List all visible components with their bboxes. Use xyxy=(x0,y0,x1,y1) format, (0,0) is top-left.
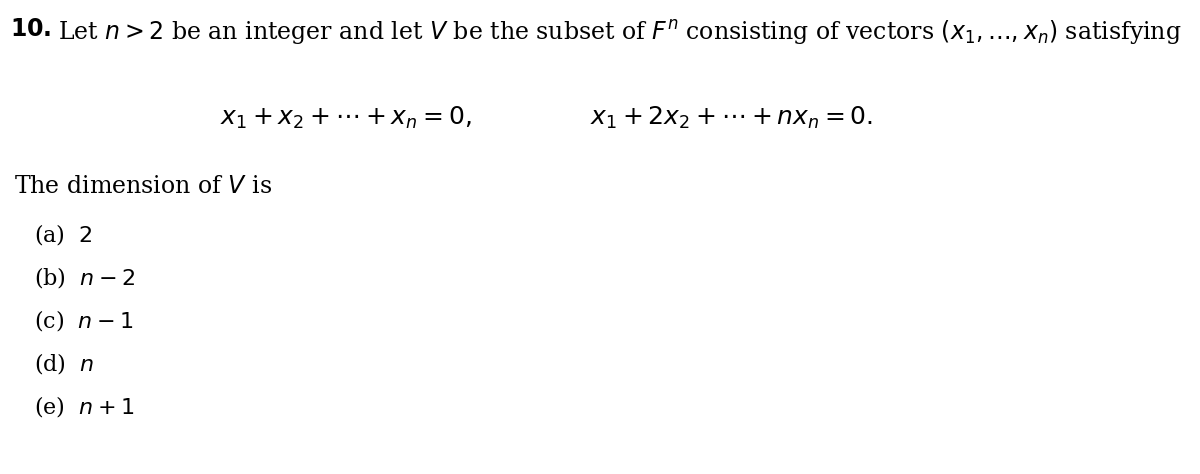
Text: The dimension of $V$ is: The dimension of $V$ is xyxy=(14,175,272,198)
Text: (c)  $n - 1$: (c) $n - 1$ xyxy=(34,308,133,333)
Text: (d)  $n$: (d) $n$ xyxy=(34,351,95,376)
Text: Let $n > 2$ be an integer and let $V$ be the subset of $F^n$ consisting of vecto: Let $n > 2$ be an integer and let $V$ be… xyxy=(58,18,1182,47)
Text: $x_1 + x_2 + \cdots + x_n = 0,$: $x_1 + x_2 + \cdots + x_n = 0,$ xyxy=(220,105,472,131)
Text: (a)  $2$: (a) $2$ xyxy=(34,222,92,247)
Text: $x_1 + 2x_2 + \cdots + nx_n = 0.$: $x_1 + 2x_2 + \cdots + nx_n = 0.$ xyxy=(590,105,874,131)
Text: (b)  $n - 2$: (b) $n - 2$ xyxy=(34,265,136,290)
Text: (e)  $n + 1$: (e) $n + 1$ xyxy=(34,394,134,419)
Text: $\mathbf{10.}$: $\mathbf{10.}$ xyxy=(10,18,52,41)
